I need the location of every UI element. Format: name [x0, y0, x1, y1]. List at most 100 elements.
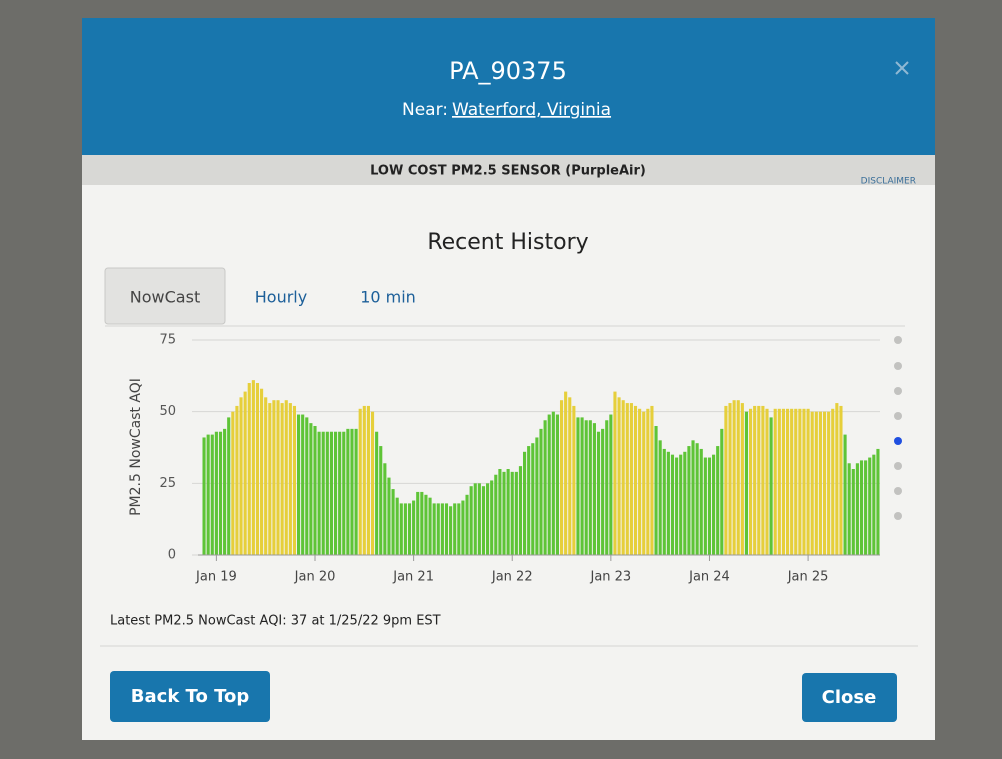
bar: [691, 440, 694, 555]
bar: [449, 506, 452, 555]
bar: [585, 420, 588, 555]
bar: [852, 469, 855, 555]
pager-dot[interactable]: [894, 512, 902, 520]
bar: [297, 415, 300, 555]
bar: [416, 492, 419, 555]
bar: [219, 432, 222, 555]
bar: [350, 429, 353, 555]
near-label: Near:: [402, 100, 448, 120]
bar: [404, 503, 407, 555]
bar: [507, 469, 510, 555]
bar: [318, 432, 321, 555]
bar: [765, 409, 768, 555]
bar: [207, 435, 210, 555]
bar: [342, 432, 345, 555]
bar: [498, 469, 501, 555]
bar: [239, 397, 242, 555]
bar: [696, 443, 699, 555]
bar: [576, 417, 579, 555]
x-tick-label: Jan 23: [589, 570, 631, 585]
bar: [523, 452, 526, 555]
bar: [716, 446, 719, 555]
bar: [387, 478, 390, 555]
bar: [276, 400, 279, 555]
tab[interactable]: Hourly: [255, 288, 307, 307]
bar: [675, 458, 678, 555]
pager-dot[interactable]: [894, 362, 902, 370]
bar: [420, 492, 423, 555]
button-label: Close: [822, 687, 877, 708]
bar: [486, 483, 489, 555]
pager-dot[interactable]: [894, 487, 902, 495]
bar: [375, 432, 378, 555]
bar: [231, 412, 234, 555]
bar: [708, 458, 711, 555]
bar: [470, 486, 473, 555]
bar: [457, 503, 460, 555]
sensor-type: LOW COST PM2.5 SENSOR (PurpleAir): [370, 164, 646, 179]
bar: [264, 397, 267, 555]
bar: [248, 383, 251, 555]
bar: [733, 400, 736, 555]
bar: [490, 480, 493, 555]
x-tick-label: Jan 21: [392, 570, 434, 585]
bar: [770, 417, 773, 555]
bar: [408, 503, 411, 555]
bar: [848, 463, 851, 555]
latest-reading: Latest PM2.5 NowCast AQI: 37 at 1/25/22 …: [110, 614, 441, 629]
tab[interactable]: 10 min: [360, 288, 416, 307]
tab[interactable]: NowCast: [130, 288, 200, 307]
bar: [683, 452, 686, 555]
bar: [511, 472, 514, 555]
bar: [260, 389, 263, 555]
pager-dot[interactable]: [894, 336, 902, 344]
y-tick-label: 75: [159, 333, 176, 348]
bar: [338, 432, 341, 555]
bar: [868, 458, 871, 555]
bar: [211, 435, 214, 555]
pager-dot[interactable]: [894, 412, 902, 420]
bar: [786, 409, 789, 555]
bar: [502, 472, 505, 555]
bar: [268, 403, 271, 555]
bar: [461, 501, 464, 555]
bar: [289, 403, 292, 555]
bar: [330, 432, 333, 555]
bar: [539, 429, 542, 555]
bar: [807, 409, 810, 555]
bar: [860, 460, 863, 555]
bar: [437, 503, 440, 555]
bar: [281, 403, 284, 555]
pager-dot[interactable]: [894, 462, 902, 470]
bar: [367, 406, 370, 555]
bar: [753, 406, 756, 555]
bar: [613, 392, 616, 555]
pager-dot[interactable]: [894, 437, 902, 445]
bar: [687, 446, 690, 555]
modal-header: [82, 18, 935, 155]
bar: [202, 437, 205, 555]
bar: [313, 426, 316, 555]
disclaimer-link[interactable]: DISCLAIMER: [861, 177, 916, 187]
x-tick-label: Jan 25: [787, 570, 829, 585]
bar: [494, 475, 497, 555]
bar: [272, 400, 275, 555]
bar: [831, 409, 834, 555]
bar: [827, 412, 830, 555]
bar: [778, 409, 781, 555]
pager-dot[interactable]: [894, 387, 902, 395]
y-tick-label: 25: [159, 476, 176, 491]
bar: [581, 417, 584, 555]
bar: [215, 432, 218, 555]
bar: [527, 446, 530, 555]
bar: [601, 429, 604, 555]
bar: [618, 397, 621, 555]
bar: [798, 409, 801, 555]
near-link[interactable]: Waterford, Virginia: [452, 100, 611, 120]
bar: [626, 403, 629, 555]
bar: [757, 406, 760, 555]
bar: [724, 406, 727, 555]
bar: [630, 403, 633, 555]
bar: [355, 429, 358, 555]
bar: [556, 415, 559, 555]
